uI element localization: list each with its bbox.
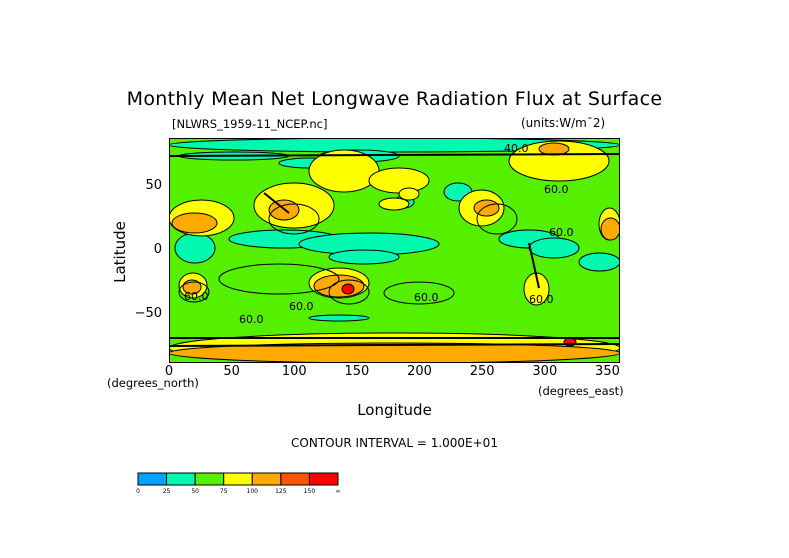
orange-region [169, 342, 620, 363]
x-tick-label: 100 [281, 364, 307, 379]
x-axis-label: Longitude [357, 401, 432, 419]
contour-label: 60.0 [549, 226, 574, 239]
x-tick-label: 350 [595, 364, 620, 379]
teal-region [169, 138, 620, 153]
yellow-region [508, 140, 610, 182]
orange-region [538, 142, 570, 156]
teal-region [528, 237, 580, 259]
colorbar-label: 0 [136, 488, 140, 495]
x-tick-label: 250 [469, 364, 495, 379]
colorbar-swatch [280, 472, 310, 486]
contour-line [169, 153, 620, 157]
y-unit-note: (degrees_north) [107, 376, 199, 390]
teal-region [308, 314, 370, 322]
y-tick-label: 0 [153, 242, 162, 257]
yellow-region [378, 197, 410, 211]
y-tick-label: −50 [134, 306, 162, 321]
contour-line [328, 279, 370, 305]
orange-region [182, 279, 202, 295]
contour-label: 40.0 [504, 142, 529, 155]
x-tick-label: 50 [223, 364, 240, 379]
colorbar [137, 472, 339, 486]
contour-line [476, 203, 518, 235]
contour-interval-text: CONTOUR INTERVAL = 1.000E+01 [291, 436, 498, 450]
x-tick-label: 150 [344, 364, 370, 379]
colorbar-swatch [223, 472, 253, 486]
contour-label: 60.0 [239, 313, 264, 326]
contour-line [528, 242, 540, 289]
colorbar-label: 150 [303, 488, 316, 495]
teal-region [578, 252, 620, 272]
colorbar-swatch [194, 472, 225, 486]
colorbar-label: 75 [219, 488, 228, 495]
orange-region [600, 217, 620, 241]
contour-line [218, 263, 340, 295]
contour-line [383, 281, 455, 305]
x-tick-label: 0 [164, 364, 174, 379]
x-tick-label: 200 [407, 364, 432, 379]
contour-label: 60.0 [529, 293, 554, 306]
yellow-region [398, 187, 420, 201]
contour-label: 60.0 [289, 300, 314, 313]
units-label: (units:W/m¯2) [521, 116, 606, 130]
colorbar-label: 125 [275, 488, 287, 495]
y-axis-label: Latitude [111, 221, 129, 283]
contour-line [178, 281, 210, 303]
contour-map: 40.0 60.0 60.0 60.0 60.0 60.0 60.0 60.0 [169, 138, 620, 363]
contour-line [263, 192, 290, 214]
colorbar-swatch [308, 472, 339, 486]
red-region [341, 283, 355, 295]
colorbar-label: 50 [191, 488, 199, 495]
contour-label: 60.0 [544, 183, 569, 196]
colorbar-label: ∞ [335, 488, 341, 495]
teal-region [328, 249, 400, 265]
source-file-label: [NLWRS_1959-11_NCEP.nc] [172, 117, 328, 131]
contour-label: 60.0 [184, 290, 209, 303]
x-tick-label: 300 [532, 364, 558, 379]
colorbar-label: 100 [246, 488, 258, 495]
y-tick-label: 50 [145, 178, 162, 193]
x-unit-note: (degrees_east) [538, 384, 624, 398]
colorbar-label: 25 [162, 488, 171, 495]
colorbar-swatch [166, 472, 196, 486]
chart-title: Monthly Mean Net Longwave Radiation Flux… [126, 88, 663, 110]
contour-label: 60.0 [414, 291, 439, 304]
colorbar-swatch [137, 472, 168, 486]
contour-line [268, 203, 320, 235]
contour-line [169, 343, 620, 347]
orange-region [171, 212, 218, 234]
teal-region [174, 232, 216, 264]
colorbar-swatch [251, 472, 282, 486]
map-frame [169, 138, 620, 363]
yellow-region [368, 167, 430, 194]
